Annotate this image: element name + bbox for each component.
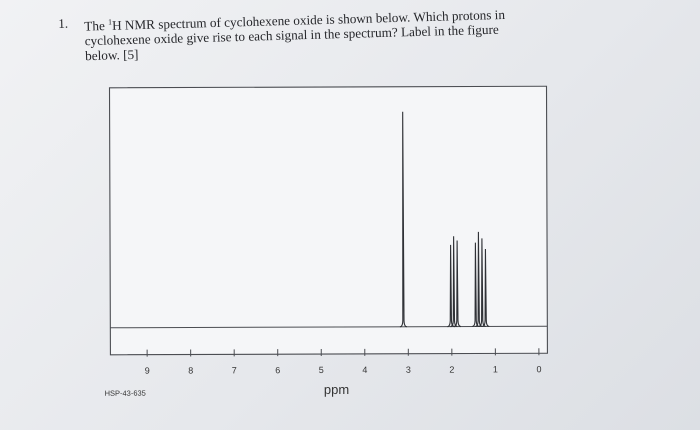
x-tick-label-4: 4 [362,365,367,375]
x-tick-label-7: 7 [232,365,237,375]
x-tick-label-3: 3 [406,365,411,375]
spectrum-plot: 9 8 7 6 5 4 3 2 1 0 ppm HSP-43-635 [105,85,548,398]
x-axis-label: ppm [324,382,349,397]
x-tick-label-5: 5 [319,365,324,375]
spectrum-peak-5 [472,242,480,328]
spectrum-peak-4 [453,240,461,328]
x-tick-label-8: 8 [188,365,193,375]
footer-code: HSP-43-635 [105,389,146,398]
spectrum-peak-8 [482,249,490,328]
peaks-layer [399,111,490,328]
x-tick-label-9: 9 [145,366,150,376]
x-tick-label-2: 2 [449,365,454,375]
baseline [110,325,548,329]
spectrum-peak-2 [447,244,455,328]
x-tick-label-1: 1 [493,364,498,374]
x-tick-label-6: 6 [275,365,280,375]
plot-frame [108,85,548,356]
ticks-layer: 9 8 7 6 5 4 3 2 1 0 [145,348,541,376]
spectrum-peak-1 [399,111,408,328]
x-tick-label-0: 0 [536,364,541,374]
